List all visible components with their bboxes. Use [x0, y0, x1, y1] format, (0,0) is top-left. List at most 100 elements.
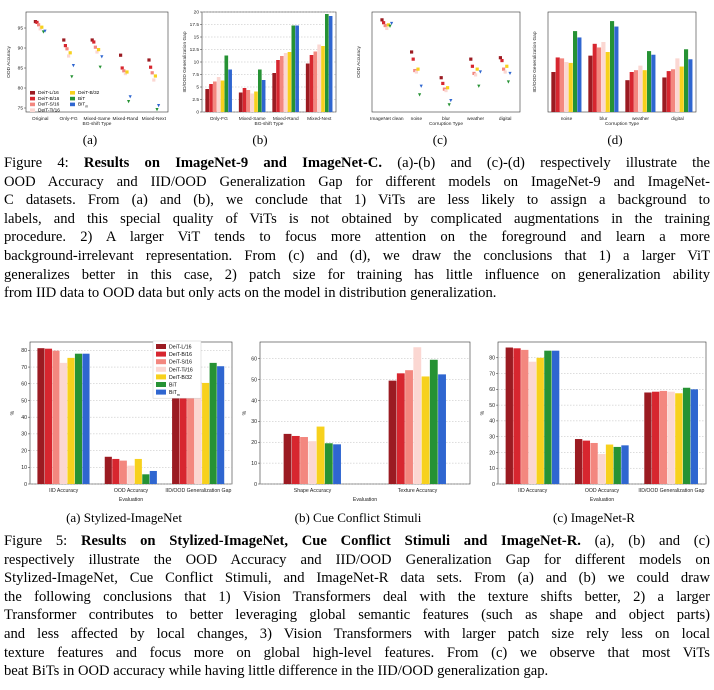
point-deit-ti-16 [414, 70, 418, 74]
fig4-sublabel-a: (a) [82, 132, 98, 147]
y-tick-label: 50 [21, 398, 27, 404]
y-tick-label: 20 [194, 10, 200, 16]
fig4-caption-label: Figure 4: [4, 155, 69, 171]
x-tick-label: digital [499, 116, 512, 122]
x-tick-label: weather [632, 116, 649, 122]
fig4-caption-line: OOD Accuracy and IID/OOD Generalization … [4, 173, 710, 190]
bar-deit-b-32 [220, 80, 225, 112]
point-bit-m [71, 64, 75, 68]
bar-bit [613, 446, 621, 484]
y-tick-label: 60 [251, 357, 257, 363]
legend-swatch-deit-b-16 [30, 96, 35, 101]
x-tick-label: ImageNet clean [370, 116, 404, 122]
point-deit-ti-16 [385, 26, 389, 31]
fig5-caption-line: the following conclusions that 1) Vision… [4, 588, 710, 605]
bar-bit-m [551, 350, 560, 484]
y-tick-label: 30 [21, 432, 27, 438]
y-tick-label: 5 [196, 85, 199, 91]
x-axis-label: BG-shift Type [255, 121, 284, 126]
fig4-sublabel-c: (c) [432, 132, 448, 147]
y-axis-label: % [480, 410, 486, 415]
bar-bit [291, 25, 296, 112]
bar-deit-ti-16 [317, 44, 321, 112]
bar-deit-s-16 [300, 437, 308, 484]
point-deit-b-16 [411, 57, 415, 61]
bar-deit-b-32 [679, 66, 684, 112]
bar-deit-b-32 [287, 52, 292, 112]
x-tick-label: Only-FG [210, 116, 228, 122]
bar-bit-m [295, 25, 299, 112]
fig5-caption-line: respectively illustrate the OOD Accuracy… [4, 551, 710, 568]
bar-deit-b-32 [568, 62, 573, 112]
x-tick-label: blur [442, 116, 450, 122]
bar-deit-l-16 [625, 80, 630, 112]
bar-deit-l-16 [505, 347, 513, 484]
fig4-caption-line: from IID data to OOD data but only acts … [4, 285, 497, 302]
fig4-caption-line: generalizes better in this case, 2) patc… [4, 266, 710, 283]
legend-swatch-bit-m [70, 102, 75, 107]
bar-deit-b-16 [652, 391, 660, 484]
bar-deit-l-16 [644, 392, 652, 484]
plot-frame [547, 11, 697, 113]
point-deit-b-32 [40, 25, 44, 29]
point-deit-b-16 [441, 81, 445, 86]
y-tick-label: 95 [18, 26, 24, 32]
y-tick-label: 60 [489, 387, 495, 393]
y-axis-label: IID/OOD Generalization Gap [532, 31, 538, 92]
legend-label: DeiT-B/32 [78, 90, 100, 96]
bar-deit-b-16 [309, 55, 314, 112]
bar-deit-l-16 [588, 55, 593, 112]
bar-deit-b-16 [276, 60, 280, 112]
legend-label: BiTm [78, 102, 88, 109]
legend-label: DeiT-L/16 [38, 90, 59, 96]
y-tick-label: 20 [489, 450, 495, 456]
x-tick-label: Shape Accuracy [294, 488, 332, 494]
point-deit-b-32 [125, 70, 129, 74]
fig5-caption-label: Figure 5: [4, 533, 68, 549]
bar-bit [610, 21, 615, 112]
bar-deit-b-32 [642, 70, 647, 112]
y-tick-label: 17.5 [190, 22, 200, 28]
bar-deit-s-16 [52, 350, 60, 484]
plot-frame [25, 11, 169, 113]
bar-deit-ti-16 [216, 77, 221, 112]
y-tick-label: 2.5 [192, 97, 199, 103]
y-tick-label: 80 [21, 348, 27, 354]
bar-deit-s-16 [659, 390, 668, 484]
bar-deit-b-32 [605, 52, 610, 112]
bar-deit-s-16 [670, 69, 676, 112]
point-deit-s-16 [502, 67, 506, 71]
bar-bit-m [577, 37, 582, 112]
bar-deit-ti-16 [638, 65, 643, 112]
point-deit-b-16 [382, 21, 386, 25]
point-bit [506, 80, 510, 84]
legend-label: DeiT-B/16 [38, 96, 60, 102]
point-deit-l-16 [498, 56, 502, 60]
legend-label: DeiT-Ti/16 [38, 108, 60, 114]
bar-bit-m [438, 374, 446, 484]
bar-deit-ti-16 [127, 465, 135, 484]
bar-deit-b-16 [112, 458, 120, 484]
y-tick-label: 10 [194, 60, 200, 66]
bar-bit [647, 51, 652, 112]
bar-deit-ti-16 [564, 62, 569, 112]
point-bit-m [478, 70, 482, 74]
point-deit-l-16 [380, 18, 384, 22]
y-tick-label: 70 [21, 365, 27, 371]
bar-deit-s-16 [596, 47, 602, 112]
fig4-chart-d: IID/OOD Generalization Gap Corruption Typ… [530, 8, 700, 126]
point-deit-b-16 [92, 40, 96, 44]
point-bit [418, 93, 422, 97]
point-deit-s-16 [93, 45, 97, 49]
bar-deit-l-16 [37, 348, 45, 484]
x-tick-label: OOD Accuracy [114, 488, 149, 494]
bar-deit-l-16 [388, 380, 397, 484]
point-deit-b-16 [35, 20, 39, 24]
bar-bit [74, 353, 83, 484]
x-axis-label: Corruption Type [429, 121, 463, 126]
legend-swatch-bit [70, 96, 75, 101]
y-axis-label: % [10, 410, 16, 415]
point-deit-ti-16 [152, 78, 156, 82]
bar-bit [684, 49, 689, 112]
bar-deit-l-16 [172, 375, 180, 484]
